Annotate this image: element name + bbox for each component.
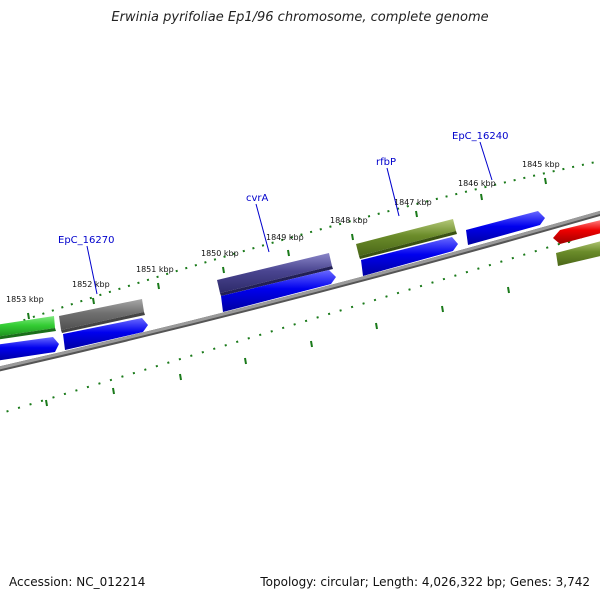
major-tick [480, 193, 483, 201]
major-tick [157, 282, 160, 290]
outer-tick-ring [0, 160, 600, 330]
label-leaders [86, 141, 493, 295]
inner-major-tick [310, 340, 313, 348]
gene-label-EpC_16240: EpC_16240 [452, 131, 508, 142]
leader-rfbP [386, 167, 400, 217]
tick-label-1846: 1846 kbp [458, 179, 496, 188]
tick-label-1851: 1851 kbp [136, 265, 174, 274]
gene-green[interactable] [0, 316, 56, 340]
major-tick [415, 210, 418, 218]
map-title: Erwinia pyrifoliae Ep1/96 chromosome, co… [111, 10, 489, 25]
cds-arrow[interactable] [0, 337, 59, 361]
tick-label-1845: 1845 kbp [522, 160, 560, 169]
tick-label-1849: 1849 kbp [266, 233, 304, 242]
leader-EpC_16240 [479, 141, 493, 181]
inner-major-tick [507, 286, 510, 294]
gene-label-cvrA: cvrA [246, 193, 269, 204]
leader-EpC_16270 [86, 245, 98, 295]
outer-features [0, 219, 600, 340]
inner-major-tick [441, 305, 444, 313]
major-tick [27, 312, 30, 320]
leader-cvrA [255, 203, 270, 253]
cds-arrow[interactable] [63, 318, 148, 350]
topology-summary: Topology: circular; Length: 4,026,322 bp… [260, 575, 590, 589]
major-tick [287, 249, 290, 257]
cds-arrow[interactable] [361, 237, 458, 276]
inner-major-tick [179, 373, 182, 381]
gene-gray[interactable] [59, 299, 145, 333]
major-tick [222, 266, 225, 274]
tick-label-1848: 1848 kbp [330, 216, 368, 225]
gene-olive-right[interactable] [556, 240, 600, 266]
gene-olive-rfbP[interactable] [356, 219, 457, 259]
major-ticks [27, 177, 547, 320]
major-tick [544, 177, 547, 185]
inner-major-tick [244, 357, 247, 365]
gene-purple-cvrA[interactable] [217, 253, 333, 296]
accession-text: Accession: NC_012214 [9, 575, 146, 589]
gene-label-rfbP: rfbP [376, 157, 396, 168]
inner-major-tick [375, 322, 378, 330]
tick-label-1853: 1853 kbp [6, 295, 44, 304]
gene-red[interactable] [553, 219, 600, 244]
tick-label-1847: 1847 kbp [394, 198, 432, 207]
cds-arrow[interactable] [221, 270, 336, 312]
gene-label-EpC_16270: EpC_16270 [58, 235, 114, 246]
cds-features [0, 211, 545, 361]
cds-arrow[interactable] [466, 211, 545, 245]
inner-major-tick [45, 399, 48, 407]
major-tick [351, 233, 354, 241]
backbone [0, 210, 600, 370]
tick-label-1852: 1852 kbp [72, 280, 110, 289]
tick-label-1850: 1850 kbp [201, 249, 239, 258]
inner-major-tick [112, 387, 115, 395]
major-tick [92, 297, 95, 305]
